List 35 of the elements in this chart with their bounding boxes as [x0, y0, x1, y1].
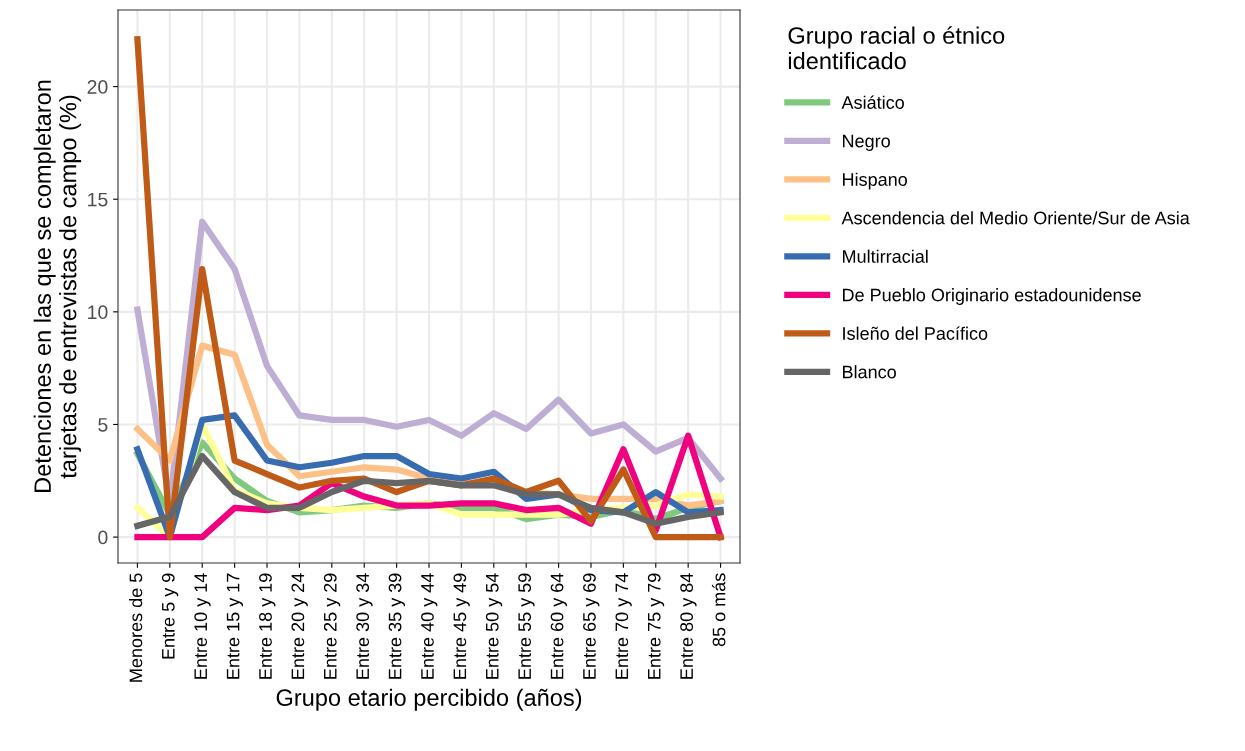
y-tick-label: 15	[88, 192, 108, 207]
x-tick-label: Entre 25 y 29	[323, 573, 341, 679]
y-tick-label: 5	[98, 418, 108, 432]
legend-label: Ascendencia del Medio Oriente/Sur de Asia	[841, 211, 1190, 225]
y-tick-label: 0	[98, 530, 108, 545]
x-tick-label: Entre 15 y 17	[226, 573, 244, 679]
x-tick-label: Entre 55 y 59	[518, 573, 535, 679]
x-tick-label: Entre 75 y 79	[647, 573, 665, 679]
x-tick-label: Entre 18 y 19	[259, 573, 276, 679]
y-tick-label: 20	[87, 80, 108, 94]
x-tick-label: Entre 5 y 9	[161, 573, 179, 659]
x-tick-label: Menores de 5	[129, 573, 143, 682]
legend-label: De Pueblo Originario estadounidense	[843, 288, 1141, 305]
x-axis-title: Grupo etario percibido (años)	[276, 688, 582, 711]
x-tick-label: Entre 35 y 39	[388, 573, 406, 679]
legend-label: Blanco	[843, 365, 896, 379]
legend-label: Hispano	[843, 172, 907, 190]
x-tick-label: 85 o más	[711, 573, 726, 647]
x-tick-label: Entre 70 y 74	[615, 573, 632, 679]
x-tick-label: Entre 45 y 49	[453, 573, 470, 679]
legend-label: Multirracial	[843, 249, 928, 263]
x-tick-label: Entre 20 y 24	[291, 573, 308, 679]
x-tick-label: Entre 30 y 34	[356, 573, 373, 679]
legend-label: Asiático	[841, 95, 904, 109]
legend-label: Isleño del Pacífico	[843, 326, 988, 340]
x-tick-label: Entre 50 y 54	[485, 573, 503, 679]
x-tick-label: Entre 65 y 69	[583, 573, 600, 679]
legend-title: Grupo racial o étnico identificado	[788, 26, 1005, 70]
y-tick-label: 10	[88, 305, 108, 320]
x-tick-label: Entre 80 y 84	[680, 573, 697, 679]
x-tick-label: Entre 10 y 14	[194, 573, 211, 679]
legend-label: Negro	[843, 134, 890, 151]
x-tick-label: Entre 60 y 64	[550, 573, 567, 679]
y-axis-title: Detenciones en las que se completaron tarjetas de entrevistas de campo (%)	[33, 80, 82, 492]
x-tick-label: Entre 40 y 44	[421, 573, 438, 679]
